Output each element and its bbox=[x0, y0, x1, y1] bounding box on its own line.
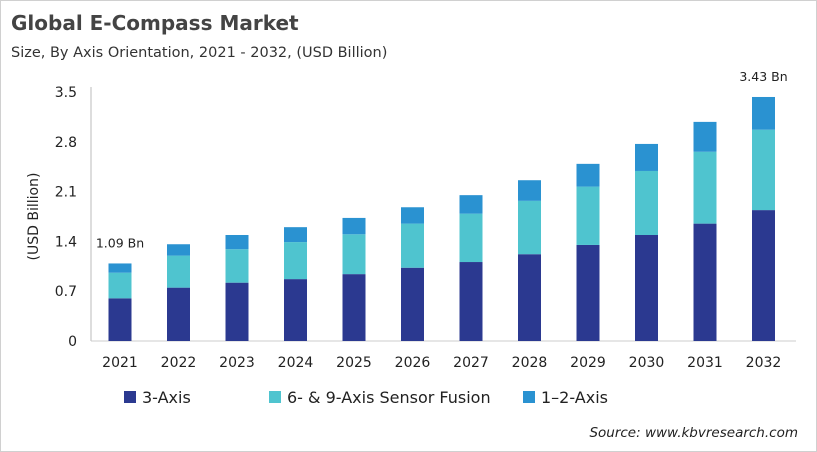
bar-segment-3-axis-2024 bbox=[284, 279, 307, 341]
bar-segment-1-2-axis-2023 bbox=[225, 234, 249, 250]
x-tick-label: 2027 bbox=[453, 355, 489, 371]
legend-swatch bbox=[269, 391, 281, 403]
bar-segment-6-9-axis-sensor-fusion-2029 bbox=[576, 186, 600, 245]
bar-segment-1-2-axis-2026 bbox=[401, 207, 424, 224]
bar-segment-3-axis-2021 bbox=[108, 298, 132, 341]
bar-segment-6-9-axis-sensor-fusion-2023 bbox=[225, 249, 249, 283]
bar-segment-3-axis-2025 bbox=[342, 274, 366, 341]
bar-segment-1-2-axis-2032 bbox=[752, 96, 775, 130]
bar-segment-3-axis-2022 bbox=[167, 287, 190, 341]
bar-segment-1-2-axis-2028 bbox=[518, 180, 541, 201]
bar-segment-3-axis-2030 bbox=[635, 234, 658, 341]
bar-segment-1-2-axis-2024 bbox=[284, 227, 307, 243]
bar-segment-6-9-axis-sensor-fusion-2021 bbox=[108, 272, 132, 299]
x-tick-label: 2032 bbox=[746, 355, 782, 371]
bar-segment-6-9-axis-sensor-fusion-2022 bbox=[167, 255, 190, 288]
data-label: 3.43 Bn bbox=[739, 69, 787, 84]
bar-segment-6-9-axis-sensor-fusion-2025 bbox=[342, 234, 366, 275]
y-tick-label: 3.5 bbox=[55, 85, 77, 101]
bar-segment-3-axis-2023 bbox=[225, 282, 249, 341]
x-tick-label: 2026 bbox=[395, 355, 431, 371]
bar-segment-1-2-axis-2029 bbox=[576, 163, 600, 187]
bar-segment-3-axis-2029 bbox=[576, 244, 600, 341]
x-tick-label: 2023 bbox=[219, 355, 255, 371]
chart-subtitle: Size, By Axis Orientation, 2021 - 2032, … bbox=[11, 45, 388, 61]
y-tick-label: 2.8 bbox=[55, 135, 77, 151]
bar-segment-6-9-axis-sensor-fusion-2030 bbox=[635, 170, 658, 235]
bar-segment-3-axis-2027 bbox=[459, 262, 483, 341]
x-tick-label: 2030 bbox=[629, 355, 665, 371]
bar-segment-3-axis-2026 bbox=[401, 267, 424, 341]
chart-title: Global E-Compass Market bbox=[11, 11, 299, 35]
x-tick-label: 2025 bbox=[336, 355, 372, 371]
x-tick-label: 2028 bbox=[512, 355, 548, 371]
bar-segment-6-9-axis-sensor-fusion-2032 bbox=[752, 129, 775, 211]
legend-label: 3-Axis bbox=[142, 388, 191, 407]
x-tick-label: 2031 bbox=[687, 355, 723, 371]
bar-segment-6-9-axis-sensor-fusion-2028 bbox=[518, 200, 541, 255]
x-tick-label: 2024 bbox=[278, 355, 314, 371]
y-tick-label: 2.1 bbox=[55, 185, 77, 201]
bar-segment-3-axis-2028 bbox=[518, 254, 541, 341]
bar-segment-1-2-axis-2021 bbox=[108, 263, 132, 273]
legend-label: 1–2-Axis bbox=[541, 388, 608, 407]
y-axis-title: (USD Billion) bbox=[26, 173, 42, 261]
bar-segment-1-2-axis-2025 bbox=[342, 217, 366, 235]
bar-segment-3-axis-2031 bbox=[693, 223, 717, 341]
y-tick-label: 1.4 bbox=[55, 234, 77, 250]
x-tick-label: 2021 bbox=[102, 355, 138, 371]
bar-segment-6-9-axis-sensor-fusion-2026 bbox=[401, 223, 424, 268]
y-tick-label: 0 bbox=[68, 334, 77, 350]
x-tick-label: 2029 bbox=[570, 355, 606, 371]
bar-segment-6-9-axis-sensor-fusion-2031 bbox=[693, 151, 717, 224]
bar-segment-1-2-axis-2022 bbox=[167, 244, 190, 256]
legend-swatch bbox=[523, 391, 535, 403]
data-label: 1.09 Bn bbox=[96, 235, 144, 250]
bar-segment-6-9-axis-sensor-fusion-2027 bbox=[459, 213, 483, 263]
source-note: Source: www.kbvresearch.com bbox=[589, 425, 798, 441]
legend-label: 6- & 9-Axis Sensor Fusion bbox=[287, 388, 491, 407]
legend-swatch bbox=[124, 391, 136, 403]
bar-segment-6-9-axis-sensor-fusion-2024 bbox=[284, 242, 307, 280]
bar-segment-1-2-axis-2027 bbox=[459, 195, 483, 214]
bar-segment-1-2-axis-2031 bbox=[693, 121, 717, 152]
bar-segment-1-2-axis-2030 bbox=[635, 143, 658, 171]
x-tick-label: 2022 bbox=[161, 355, 197, 371]
bar-segment-3-axis-2032 bbox=[752, 210, 775, 341]
y-tick-label: 0.7 bbox=[55, 284, 77, 300]
